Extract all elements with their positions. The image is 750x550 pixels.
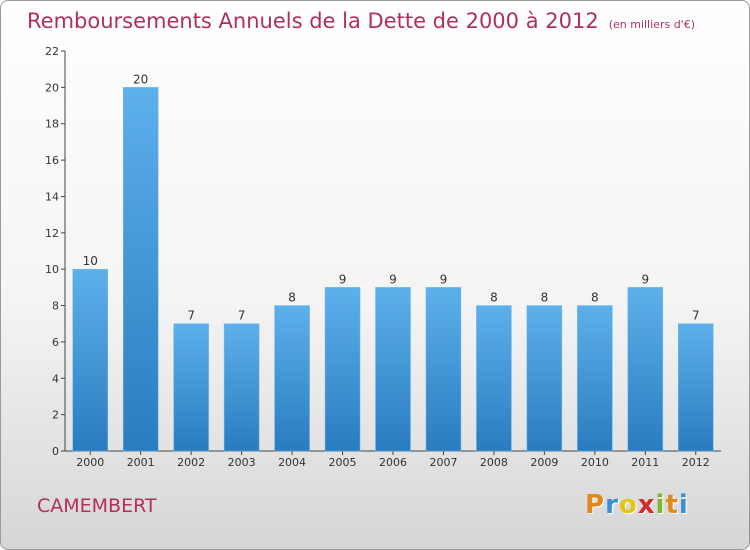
x-tick-label: 2011	[631, 456, 659, 469]
data-label-2003: 7	[238, 309, 246, 323]
bar-2011	[627, 287, 664, 452]
data-label-2010: 8	[591, 291, 599, 305]
y-tick-label: 8	[52, 300, 59, 313]
y-tick-label: 16	[45, 154, 59, 167]
logo-letter: P	[585, 490, 606, 520]
y-tick-label: 12	[45, 227, 59, 240]
bar-2004	[274, 305, 310, 452]
x-tick-label: 2004	[278, 456, 306, 469]
chart-title: Remboursements Annuels de la Dette de 20…	[27, 9, 695, 33]
bar-2007	[425, 287, 462, 452]
commune-name: CAMEMBERT	[37, 495, 157, 517]
logo-letter: t	[665, 490, 679, 520]
y-tick-label: 18	[45, 118, 59, 131]
bar-2002	[173, 323, 209, 452]
proxiti-logo: Proxiti	[585, 490, 689, 520]
x-tick-label: 2008	[480, 456, 508, 469]
x-tick-label: 2003	[228, 456, 256, 469]
bar-2010	[577, 305, 613, 452]
labels: 2000 10 2001 20 2002 7 2003 7 2004 8 2005 9 2006 9 200…	[76, 72, 710, 469]
x-tick-label: 2002	[177, 456, 205, 469]
y-tick-label: 4	[52, 372, 59, 385]
bars	[72, 87, 714, 452]
data-label-2008: 8	[490, 291, 498, 305]
y-tick-label: 0	[52, 445, 59, 458]
bar-2009	[526, 305, 563, 452]
data-label-2000: 10	[83, 254, 98, 268]
x-tick-label: 2010	[581, 456, 609, 469]
logo-letter: r	[605, 490, 619, 520]
data-label-2006: 9	[389, 272, 397, 286]
bar-2001	[122, 87, 159, 452]
x-tick-label: 2012	[682, 456, 710, 469]
x-tick-label: 2007	[429, 456, 457, 469]
bar-2012	[678, 323, 714, 452]
x-tick-label: 2006	[379, 456, 407, 469]
x-tick-label: 2000	[76, 456, 104, 469]
y-tick-label: 14	[45, 190, 59, 203]
x-tick-label: 2001	[127, 456, 155, 469]
logo-letter: i	[678, 490, 689, 520]
data-label-2002: 7	[187, 309, 195, 323]
bar-2003	[223, 323, 260, 452]
x-tick-label: 2009	[530, 456, 558, 469]
data-label-2001: 20	[133, 72, 148, 86]
y-tick-label: 10	[45, 263, 59, 276]
logo-letter: o	[618, 490, 638, 520]
logo-letter: i	[655, 490, 666, 520]
data-label-2007: 9	[440, 272, 448, 286]
data-label-2011: 9	[641, 272, 649, 286]
x-tick-label: 2005	[329, 456, 357, 469]
y-tick-label: 6	[52, 336, 59, 349]
data-label-2005: 9	[339, 272, 347, 286]
data-label-2004: 8	[288, 291, 296, 305]
bar-2006	[375, 287, 411, 452]
y-tick-label: 20	[45, 81, 59, 94]
y-tick-label: 22	[45, 45, 59, 58]
bar-2005	[324, 287, 361, 452]
data-label-2009: 8	[541, 291, 549, 305]
data-label-2012: 7	[692, 309, 700, 323]
y-tick-label: 2	[52, 409, 59, 422]
bar-2000	[72, 268, 108, 452]
chart-subtitle: (en milliers d'€)	[608, 18, 695, 31]
bar-2008	[476, 305, 512, 452]
logo-letter: x	[637, 490, 656, 520]
